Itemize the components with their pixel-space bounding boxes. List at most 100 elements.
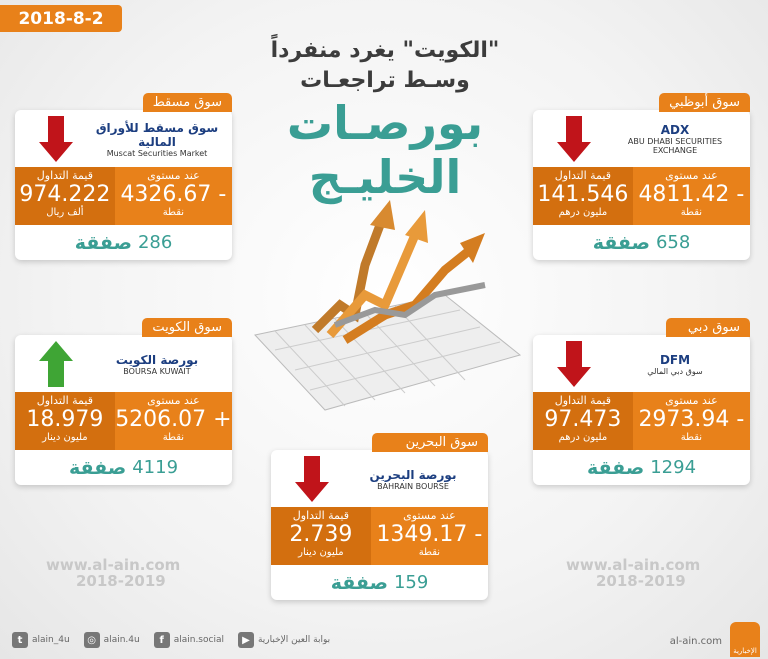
deals-number: 658 xyxy=(655,232,691,253)
stats-band: قيمة التداول 141.546 مليون درهم عند مستوى 4… xyxy=(533,167,750,225)
stats-band: قيمة التداول 18.979 مليون دينار عند مستوى 5… xyxy=(15,392,232,450)
deals-count: 4119 صفقة xyxy=(15,450,232,485)
exchange-logo: سوق مسقط للأوراق المالية Muscat Securitie… xyxy=(92,115,222,163)
trade-value: 141.546 xyxy=(537,182,629,207)
index-level: 5206.07 + xyxy=(115,407,232,432)
headline-line-1: "الكويت" يغرد منفرداً xyxy=(270,38,500,63)
market-name-tab: سوق دبي xyxy=(666,318,750,337)
twitter-handle: alain_4u xyxy=(32,635,70,645)
stats-band: قيمة التداول 974.222 ألف ريال عند مستوى 432… xyxy=(15,167,232,225)
stats-band: قيمة التداول 2.739 مليون دينار عند مستوى 13… xyxy=(271,507,488,565)
index-level: 4326.67 - xyxy=(120,182,227,207)
deals-label: صفقة xyxy=(68,456,127,479)
deals-count: 1294 صفقة xyxy=(533,450,750,485)
index-level: 2973.94 - xyxy=(638,407,745,432)
trade-value-unit: مليون دينار xyxy=(42,432,88,443)
deals-label: صفقة xyxy=(592,231,650,254)
facebook-handle: alain.social xyxy=(173,635,224,645)
index-level-unit: نقطة xyxy=(162,432,185,443)
trade-value-unit: مليون درهم xyxy=(558,432,608,443)
deals-number: 159 xyxy=(393,572,429,593)
logo-text: بورصة البحرين xyxy=(369,467,457,482)
site-url[interactable]: al-ain.com xyxy=(669,636,722,647)
trade-value-cell: قيمة التداول 18.979 مليون دينار xyxy=(15,392,115,450)
instagram-icon: ◎ xyxy=(83,632,100,648)
index-level-unit: نقطة xyxy=(680,432,703,443)
trade-value-label: قيمة التداول xyxy=(36,394,93,407)
trade-value-label: قيمة التداول xyxy=(36,169,93,182)
trade-value-label: قيمة التداول xyxy=(554,394,611,407)
exchange-logo: بورصة الكويت BOURSA KUWAIT xyxy=(92,340,222,388)
instagram-link[interactable]: ◎ alain.4u xyxy=(83,632,140,648)
deals-label: صفقة xyxy=(586,456,645,479)
rising-chart-illustration xyxy=(254,200,522,411)
index-level-label: عند مستوى xyxy=(147,169,200,182)
market-name-tab: سوق أبوظبي xyxy=(659,93,750,112)
youtube-handle: بوابة العين الإخبارية xyxy=(257,635,331,645)
twitter-icon: t xyxy=(12,632,28,648)
index-level-unit: نقطة xyxy=(162,207,185,218)
market-name-tab: سوق الكويت xyxy=(142,318,232,337)
facebook-link[interactable]: f alain.social xyxy=(153,632,224,648)
stats-band: قيمة التداول 97.473 مليون درهم عند مستوى 29… xyxy=(533,392,750,450)
logo-subtext: Muscat Securities Market xyxy=(106,148,208,158)
arrow-up-icon xyxy=(39,341,73,387)
arrow-down-icon xyxy=(557,116,591,162)
exchange-logo: بورصة البحرين BAHRAIN BOURSE xyxy=(348,455,478,503)
deals-count: 286 صفقة xyxy=(15,225,232,260)
headline-line-4: الخليـج xyxy=(308,150,462,204)
trade-value: 974.222 xyxy=(19,182,111,207)
deals-number: 286 xyxy=(137,232,173,253)
trade-value-cell: قيمة التداول 974.222 ألف ريال xyxy=(15,167,115,225)
twitter-link[interactable]: t alain_4u xyxy=(12,632,70,648)
index-level-cell: عند مستوى 2973.94 - نقطة xyxy=(632,392,750,450)
deals-number: 1294 xyxy=(650,457,697,478)
index-level-cell: عند مستوى 1349.17 - نقطة xyxy=(370,507,488,565)
trade-value: 97.473 xyxy=(544,407,622,432)
arrow-down-icon xyxy=(557,341,591,387)
youtube-link[interactable]: ▶ بوابة العين الإخبارية xyxy=(237,632,331,648)
trade-value-cell: قيمة التداول 97.473 مليون درهم xyxy=(533,392,633,450)
trade-value: 18.979 xyxy=(26,407,104,432)
watermark-left: www.al-ain.com 2018-2019 xyxy=(46,557,180,589)
index-level-unit: نقطة xyxy=(680,207,703,218)
trade-value-cell: قيمة التداول 2.739 مليون دينار xyxy=(271,507,371,565)
trade-value-unit: مليون دينار xyxy=(298,547,344,558)
market-card-dubai: سوق دبي DFM سوق دبي المالي قيمة التداول 97… xyxy=(533,318,750,485)
index-level-label: عند مستوى xyxy=(665,394,718,407)
watermark-url: www.al-ain.com xyxy=(566,556,701,574)
index-level-label: عند مستوى xyxy=(403,509,456,522)
index-level-cell: عند مستوى 4811.42 - نقطة xyxy=(632,167,750,225)
headline-line-3: بورصـات xyxy=(286,96,484,150)
logo-text: ADX xyxy=(660,123,690,137)
arrow-down-icon xyxy=(295,456,329,502)
deals-label: صفقة xyxy=(330,571,388,594)
social-links: t alain_4u ◎ alain.4u f alain.social ▶ بوابة… xyxy=(12,632,330,648)
youtube-icon: ▶ xyxy=(237,632,254,648)
market-card-kuwait: سوق الكويت بورصة الكويت BOURSA KUWAIT قيم… xyxy=(15,318,232,485)
logo-subtext: سوق دبي المالي xyxy=(647,366,703,376)
watermark-years: 2018-2019 xyxy=(76,572,166,590)
logo-text: سوق مسقط للأوراق المالية xyxy=(95,120,219,149)
facebook-icon: f xyxy=(153,632,170,648)
index-level-label: عند مستوى xyxy=(665,169,718,182)
trade-value-label: قيمة التداول xyxy=(292,509,349,522)
deals-label: صفقة xyxy=(74,231,132,254)
market-name-tab: سوق مسقط xyxy=(142,93,232,112)
trade-value: 2.739 xyxy=(289,522,353,547)
market-card-bahrain: سوق البحرين بورصة البحرين BAHRAIN BOURSE … xyxy=(271,433,488,600)
headline: "الكويت" يغرد منفرداً وسـط تراجعـات بورص… xyxy=(262,36,508,204)
market-card-abudhabi: سوق أبوظبي ADX ABU DHABI SECURITIES EXCHA… xyxy=(533,93,750,260)
trade-value-cell: قيمة التداول 141.546 مليون درهم xyxy=(533,167,633,225)
trade-value-unit: مليون درهم xyxy=(558,207,608,218)
watermark-years: 2018-2019 xyxy=(596,572,686,590)
index-level-cell: عند مستوى 5206.07 + نقطة xyxy=(114,392,232,450)
market-name-tab: سوق البحرين xyxy=(372,433,488,452)
arrow-down-icon xyxy=(39,116,73,162)
logo-text: بورصة الكويت xyxy=(115,352,199,367)
date-badge: 2018-8-2 xyxy=(0,5,122,32)
index-level: 1349.17 - xyxy=(376,522,483,547)
brand-logo: الإخبارية xyxy=(730,622,760,657)
exchange-logo: ADX ABU DHABI SECURITIES EXCHANGE xyxy=(610,115,740,163)
deals-count: 658 صفقة xyxy=(533,225,750,260)
